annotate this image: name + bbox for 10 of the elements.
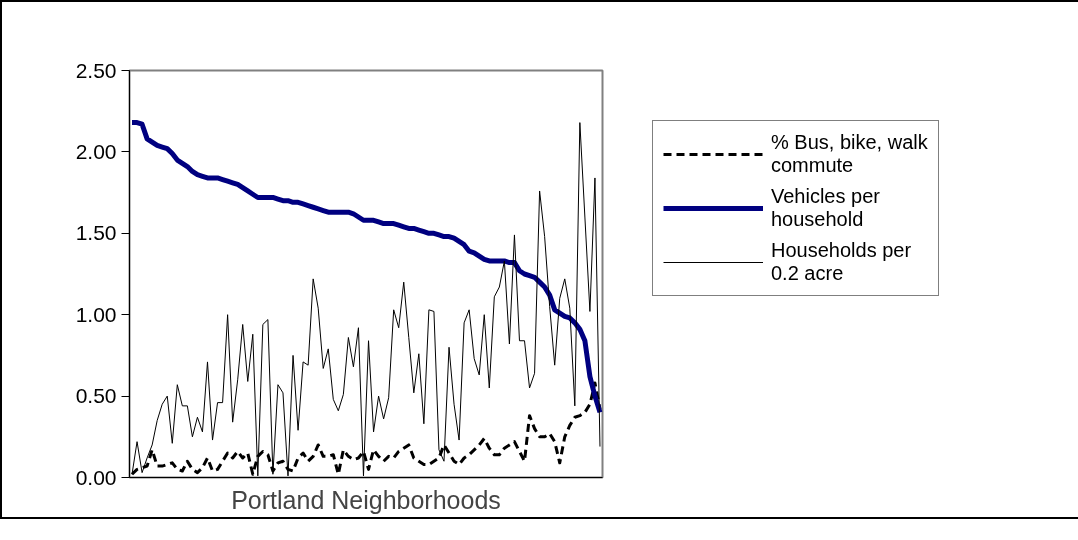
legend-label: Vehicles per household [771, 185, 880, 231]
y-tick-label: 2.00 [75, 139, 117, 163]
y-tick-label: 2.50 [75, 58, 117, 82]
legend-label: Households per 0.2 acre [771, 239, 912, 285]
y-tick-label: 1.50 [75, 221, 117, 245]
legend-label: % Bus, bike, walk commute [771, 131, 928, 177]
y-tick-label: 1.00 [75, 302, 117, 326]
y-tick-label: 0.50 [75, 384, 117, 408]
y-tick-label: 0.00 [75, 465, 117, 489]
x-axis-title: Portland Neighborhoods [231, 485, 501, 514]
